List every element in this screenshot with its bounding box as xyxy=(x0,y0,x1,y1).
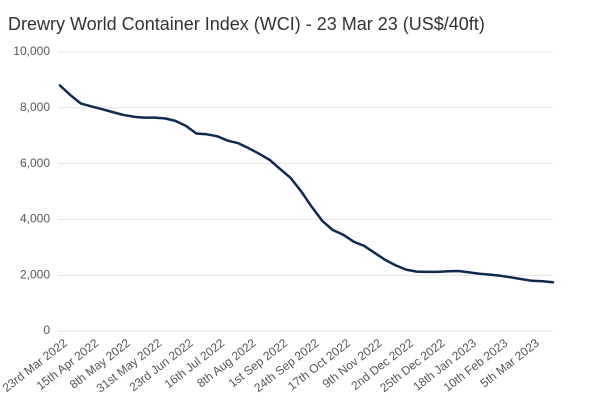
y-tick-label: 6,000 xyxy=(20,156,50,170)
y-tick-label: 8,000 xyxy=(20,100,50,114)
y-tick-label: 4,000 xyxy=(20,212,50,226)
y-tick-label: 2,000 xyxy=(20,267,50,281)
data-line xyxy=(58,84,555,284)
y-tick-label: 0 xyxy=(43,323,50,337)
y-tick-label: 10,000 xyxy=(13,44,50,58)
chart-title: Drewry World Container Index (WCI) - 23 … xyxy=(8,14,485,34)
